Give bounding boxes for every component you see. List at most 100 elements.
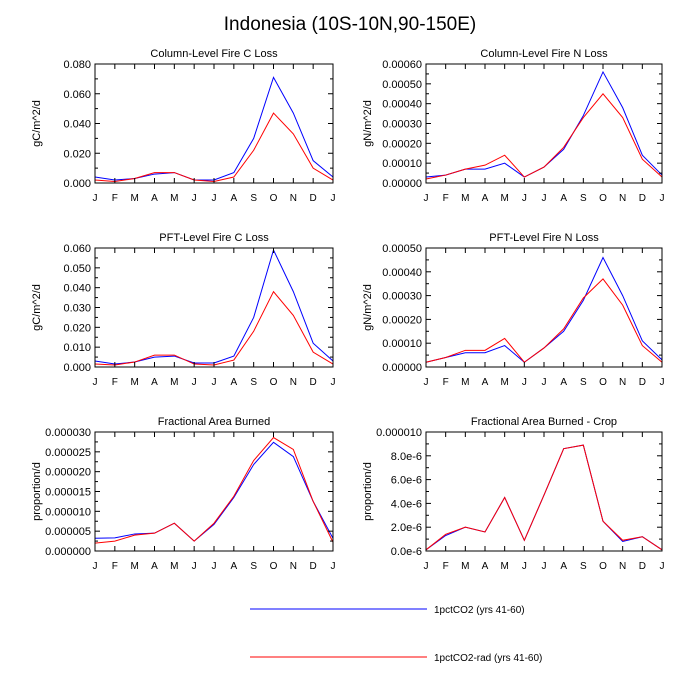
y-tick-label: 0.000005 xyxy=(45,526,91,538)
y-tick-label: 0.040 xyxy=(63,119,91,131)
x-tick-label: F xyxy=(112,561,118,572)
x-tick-label: J xyxy=(424,561,429,572)
x-tick-label: A xyxy=(560,377,567,388)
x-tick-label: O xyxy=(270,561,278,572)
x-tick-label: A xyxy=(230,193,237,204)
y-tick-label: 0.000 xyxy=(63,178,91,190)
y-tick-label: 0.00040 xyxy=(382,99,422,111)
y-tick-label: 0.040 xyxy=(63,283,91,295)
x-tick-label: J xyxy=(212,377,217,388)
x-tick-label: N xyxy=(290,561,297,572)
x-tick-label: J xyxy=(522,561,527,572)
x-tick-label: D xyxy=(310,193,317,204)
y-tick-label: 0.00050 xyxy=(382,79,422,91)
x-tick-label: J xyxy=(192,561,197,572)
plot-frame xyxy=(425,247,663,368)
x-tick-label: J xyxy=(212,561,217,572)
y-tick-label: 0.00050 xyxy=(382,243,422,255)
x-tick-label: S xyxy=(250,561,257,572)
y-tick-label: 0.00020 xyxy=(382,314,422,326)
y-tick-label: 0.000010 xyxy=(376,427,422,439)
y-tick-label: 0.020 xyxy=(63,322,91,334)
plot-frame xyxy=(425,431,663,552)
x-tick-label: M xyxy=(170,193,178,204)
x-tick-label: J xyxy=(522,193,527,204)
series-line-1pctCO2 xyxy=(94,248,334,365)
x-tick-label: J xyxy=(331,561,336,572)
x-tick-label: A xyxy=(151,193,158,204)
panel-title: Fractional Area Burned - Crop xyxy=(471,416,617,428)
x-tick-label: A xyxy=(230,561,237,572)
y-axis-label: gN/m^2/d xyxy=(362,100,374,147)
y-tick-label: 8.0e-6 xyxy=(391,451,422,463)
x-tick-label: A xyxy=(482,193,489,204)
x-tick-label: J xyxy=(331,193,336,204)
y-tick-label: 0.000030 xyxy=(45,427,91,439)
y-tick-label: 0.00030 xyxy=(382,291,422,303)
panel-title: PFT-Level Fire N Loss xyxy=(489,232,599,244)
legend: 1pctCO2 (yrs 41-60) 1pctCO2-rad (yrs 41-… xyxy=(250,605,542,664)
y-tick-label: 0.080 xyxy=(63,59,91,71)
x-tick-label: O xyxy=(599,193,607,204)
y-axis-label: proportion/d xyxy=(362,462,374,521)
x-tick-label: M xyxy=(461,377,469,388)
y-tick-label: 0.000010 xyxy=(45,506,91,518)
x-tick-label: S xyxy=(250,377,257,388)
x-tick-label: D xyxy=(310,377,317,388)
y-tick-label: 0.060 xyxy=(63,243,91,255)
figure-title: Indonesia (10S-10N,90-150E) xyxy=(223,14,477,35)
x-tick-label: M xyxy=(130,377,138,388)
panel-title: PFT-Level Fire C Loss xyxy=(159,232,269,244)
x-tick-label: J xyxy=(192,377,197,388)
x-tick-label: M xyxy=(500,377,508,388)
series-line-1pctCO2 xyxy=(425,444,663,551)
x-tick-label: J xyxy=(331,377,336,388)
x-tick-label: J xyxy=(522,377,527,388)
series-line-1pctCO2 xyxy=(94,76,334,181)
y-tick-label: 0.000 xyxy=(63,362,91,374)
panel-title: Column-Level Fire N Loss xyxy=(480,48,608,60)
x-tick-label: F xyxy=(443,377,449,388)
x-tick-label: N xyxy=(290,193,297,204)
series-line-1pctCO2-rad xyxy=(425,444,663,551)
y-axis-label: gC/m^2/d xyxy=(31,284,43,331)
x-tick-label: M xyxy=(500,561,508,572)
x-tick-label: S xyxy=(250,193,257,204)
y-tick-label: 2.0e-6 xyxy=(391,522,422,534)
x-tick-label: M xyxy=(130,561,138,572)
y-axis-label: proportion/d xyxy=(31,462,43,521)
x-tick-label: D xyxy=(639,561,646,572)
y-tick-label: 0.00010 xyxy=(382,338,422,350)
x-tick-label: S xyxy=(580,561,587,572)
y-tick-label: 0.0e-6 xyxy=(391,546,422,558)
y-tick-label: 4.0e-6 xyxy=(391,498,422,510)
x-tick-label: J xyxy=(192,193,197,204)
panel-1: Column-Level Fire C Loss gC/m^2/d J F M A M J J A… xyxy=(31,48,336,204)
x-tick-label: J xyxy=(660,377,665,388)
x-tick-label: A xyxy=(482,377,489,388)
y-tick-label: 0.000020 xyxy=(45,467,91,479)
y-tick-label: 0.00020 xyxy=(382,138,422,150)
y-tick-label: 0.00010 xyxy=(382,158,422,170)
panel-5: Fractional Area Burned proportion/d J F M A M J… xyxy=(31,416,336,572)
panel-title: Column-Level Fire C Loss xyxy=(150,48,278,60)
series-line-1pctCO2-rad xyxy=(425,92,663,180)
x-tick-label: M xyxy=(461,561,469,572)
y-tick-label: 0.00060 xyxy=(382,59,422,71)
legend-label-1pctCO2: 1pctCO2 (yrs 41-60) xyxy=(434,605,525,616)
series-line-1pctCO2 xyxy=(425,70,663,178)
x-tick-label: J xyxy=(542,561,547,572)
x-tick-label: J xyxy=(660,561,665,572)
y-tick-label: 6.0e-6 xyxy=(391,475,422,487)
x-tick-label: O xyxy=(599,377,607,388)
x-tick-label: M xyxy=(170,561,178,572)
x-tick-label: J xyxy=(542,377,547,388)
y-tick-label: 0.000015 xyxy=(45,487,91,499)
x-tick-label: N xyxy=(619,561,626,572)
x-tick-label: M xyxy=(461,193,469,204)
x-tick-label: A xyxy=(151,561,158,572)
y-tick-label: 0.010 xyxy=(63,342,91,354)
